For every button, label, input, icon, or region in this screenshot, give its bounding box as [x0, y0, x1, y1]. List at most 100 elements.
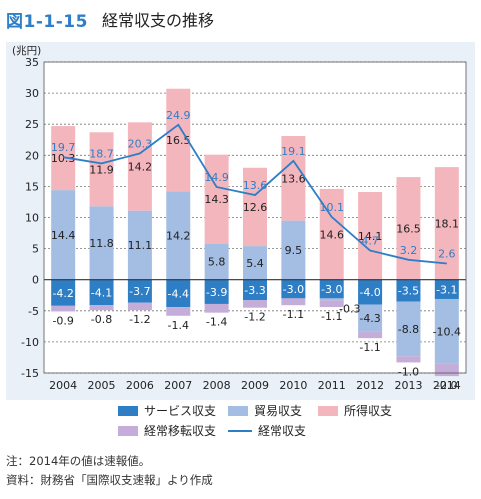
- bar-segment: [204, 303, 229, 313]
- bar-segment: [396, 177, 421, 280]
- bar-segment: [89, 305, 114, 311]
- y-tick-label: 15: [25, 180, 39, 193]
- bar-segment: [319, 279, 344, 299]
- data-label: 16.5: [396, 222, 421, 235]
- x-tick-label: 2008: [203, 379, 231, 392]
- bar-segment: [89, 279, 114, 306]
- y-tick-label: 30: [25, 87, 39, 100]
- note-line: 注：2014年の値は速報値。: [6, 454, 151, 468]
- bar-segment: [281, 279, 306, 299]
- data-label: -1.1: [359, 341, 380, 354]
- bar-segment: [358, 331, 383, 339]
- bar-segment: [89, 132, 114, 207]
- data-label: 11.1: [128, 239, 153, 252]
- bar-segment: [396, 301, 421, 357]
- legend-item-current-account: 経常収支: [228, 422, 306, 439]
- data-label: 14.2: [166, 230, 191, 243]
- y-tick-label: -10: [21, 336, 39, 349]
- bar-segment: [127, 279, 152, 303]
- bar-segment: [243, 167, 267, 247]
- data-label: -0.8: [91, 313, 112, 326]
- bar-segment: [204, 279, 229, 304]
- y-axis-unit-label: (兆円): [12, 45, 41, 57]
- bar-segment: [434, 298, 459, 364]
- data-label: -3.5: [398, 285, 419, 298]
- x-tick-label: 2006: [126, 379, 154, 392]
- bar-segment: [319, 298, 344, 301]
- data-label: 11.8: [89, 237, 114, 250]
- line-data-label: 10.1: [319, 201, 344, 214]
- bar-segment: [434, 167, 459, 280]
- line-data-label: 24.9: [166, 109, 191, 122]
- bar-segment: [358, 191, 383, 280]
- data-label: 14.6: [319, 228, 344, 241]
- data-label: 12.6: [243, 201, 268, 214]
- data-label: 11.9: [89, 163, 114, 176]
- data-label: -1.4: [168, 319, 189, 332]
- bar-segment: [358, 279, 383, 305]
- data-label: -10.4: [433, 325, 461, 338]
- x-tick-label: 2013: [394, 379, 422, 392]
- data-label: 14.4: [51, 229, 76, 242]
- bar-segment: [204, 243, 229, 280]
- data-label: -8.8: [398, 323, 419, 336]
- x-tick-label: 2014: [433, 379, 461, 392]
- bar-segment: [396, 356, 421, 363]
- data-label: -4.3: [359, 312, 380, 325]
- data-label: -1.2: [244, 311, 265, 324]
- x-tick-label: 2007: [164, 379, 192, 392]
- y-tick-label: 20: [25, 149, 39, 162]
- bar-segment: [89, 206, 114, 280]
- x-tick-label: 2010: [279, 379, 307, 392]
- legend-label-income: 所得収支: [344, 404, 393, 418]
- legend-label-trade: 貿易収支: [254, 404, 303, 418]
- line-data-label: 4.7: [361, 234, 379, 247]
- bar-segment: [204, 154, 229, 244]
- bar-segment: [243, 279, 267, 301]
- data-label: 9.5: [285, 244, 303, 257]
- bar-segment: [166, 191, 191, 280]
- y-tick-label: 35: [25, 56, 39, 69]
- legend-item-trade: 貿易収支: [228, 402, 302, 419]
- data-label: -1.4: [206, 316, 227, 329]
- figure-title: 経常収支の推移: [101, 11, 214, 30]
- y-tick-label: -15: [21, 367, 39, 380]
- line-data-label: 18.7: [89, 147, 114, 160]
- data-label: 18.1: [435, 217, 460, 230]
- legend-line-current-account: [228, 429, 252, 432]
- bar-segment: [51, 305, 76, 312]
- data-label: 16.5: [166, 134, 191, 147]
- data-label: -4.0: [359, 286, 380, 299]
- current-account-chart: (兆円) -15 -10 -5 0 5 10 15 20 25 30 35 -4.2 14.4 10.3 -0…: [12, 45, 467, 392]
- line-data-label: 14.9: [204, 171, 229, 184]
- bar-segment: [166, 307, 191, 316]
- legend-item-income: 所得収支: [318, 402, 392, 419]
- bar-segment: [281, 220, 306, 280]
- data-label: 14.3: [204, 193, 229, 206]
- bar-segment: [51, 190, 76, 280]
- line-data-label: 2.6: [438, 248, 456, 261]
- x-tick-label: 2012: [356, 379, 384, 392]
- line-data-label: 20.3: [128, 137, 153, 150]
- current-account-line: [63, 123, 447, 265]
- x-tick-label: 2009: [241, 379, 269, 392]
- bar-segment: [281, 298, 306, 306]
- bar-segment: [166, 88, 191, 192]
- data-label: -1.1: [283, 308, 304, 321]
- data-label: -3.3: [244, 284, 265, 297]
- bar-segment: [396, 279, 421, 302]
- x-tick-label: 2011: [318, 379, 346, 392]
- figure-number: 図1-1-15: [6, 11, 88, 32]
- data-label: -1.0: [398, 365, 419, 378]
- data-label: 14.1: [358, 230, 383, 243]
- legend-label-current-account: 経常収支: [258, 424, 307, 438]
- bar-segment: [127, 210, 152, 280]
- y-tick-label: 5: [32, 243, 39, 256]
- legend-swatch-trade: [228, 405, 248, 416]
- notes: 注：2014年の値は速報値。 資料：財務省「国際収支速報」より作成: [6, 452, 213, 490]
- y-tick-label: 0: [32, 274, 39, 287]
- legend-label-services: サービス収支: [144, 404, 217, 418]
- bar-segment: [51, 279, 76, 306]
- bar-segment: [319, 300, 344, 308]
- bar-segment: [281, 136, 306, 221]
